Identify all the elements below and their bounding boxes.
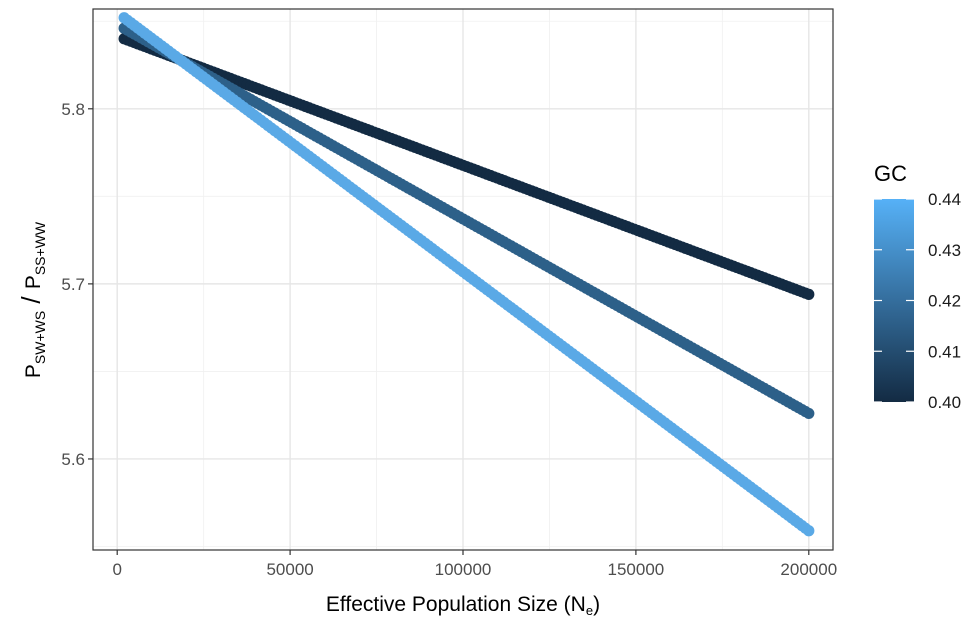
y-tick-label: 5.8 [61, 100, 85, 119]
x-tick-label: 150000 [608, 560, 665, 579]
major-gridlines [93, 9, 833, 550]
legend-title: GC [874, 161, 907, 186]
y-axis-ticks: 5.6 5.7 5.8 [61, 100, 93, 469]
x-axis-ticks: 0 50000 100000 150000 200000 [112, 550, 837, 579]
data-point [803, 407, 815, 420]
legend-label: 0.42 [928, 292, 961, 311]
series-gc-0.44 [118, 12, 815, 537]
x-tick-label: 0 [112, 560, 121, 579]
series-layer [118, 12, 815, 537]
legend-label: 0.41 [928, 342, 961, 361]
series-gc-0.40 [118, 33, 815, 300]
y-tick-label: 5.6 [61, 450, 85, 469]
legend: GC 0.44 0.43 0.42 0.41 0.40 [874, 161, 961, 412]
x-tick-label: 100000 [435, 560, 492, 579]
legend-label: 0.44 [928, 190, 961, 209]
y-axis-title: PSW+WS / PSS+WW [16, 221, 48, 378]
legend-label: 0.43 [928, 241, 961, 260]
x-tick-label: 200000 [780, 560, 837, 579]
x-tick-label: 50000 [266, 560, 313, 579]
x-axis-title: Effective Population Size (Ne) [326, 593, 600, 617]
data-point [803, 525, 815, 537]
legend-ticks: 0.44 0.43 0.42 0.41 0.40 [874, 190, 961, 412]
y-tick-label: 5.7 [61, 275, 85, 294]
data-point [803, 288, 815, 300]
legend-label: 0.40 [928, 393, 961, 412]
